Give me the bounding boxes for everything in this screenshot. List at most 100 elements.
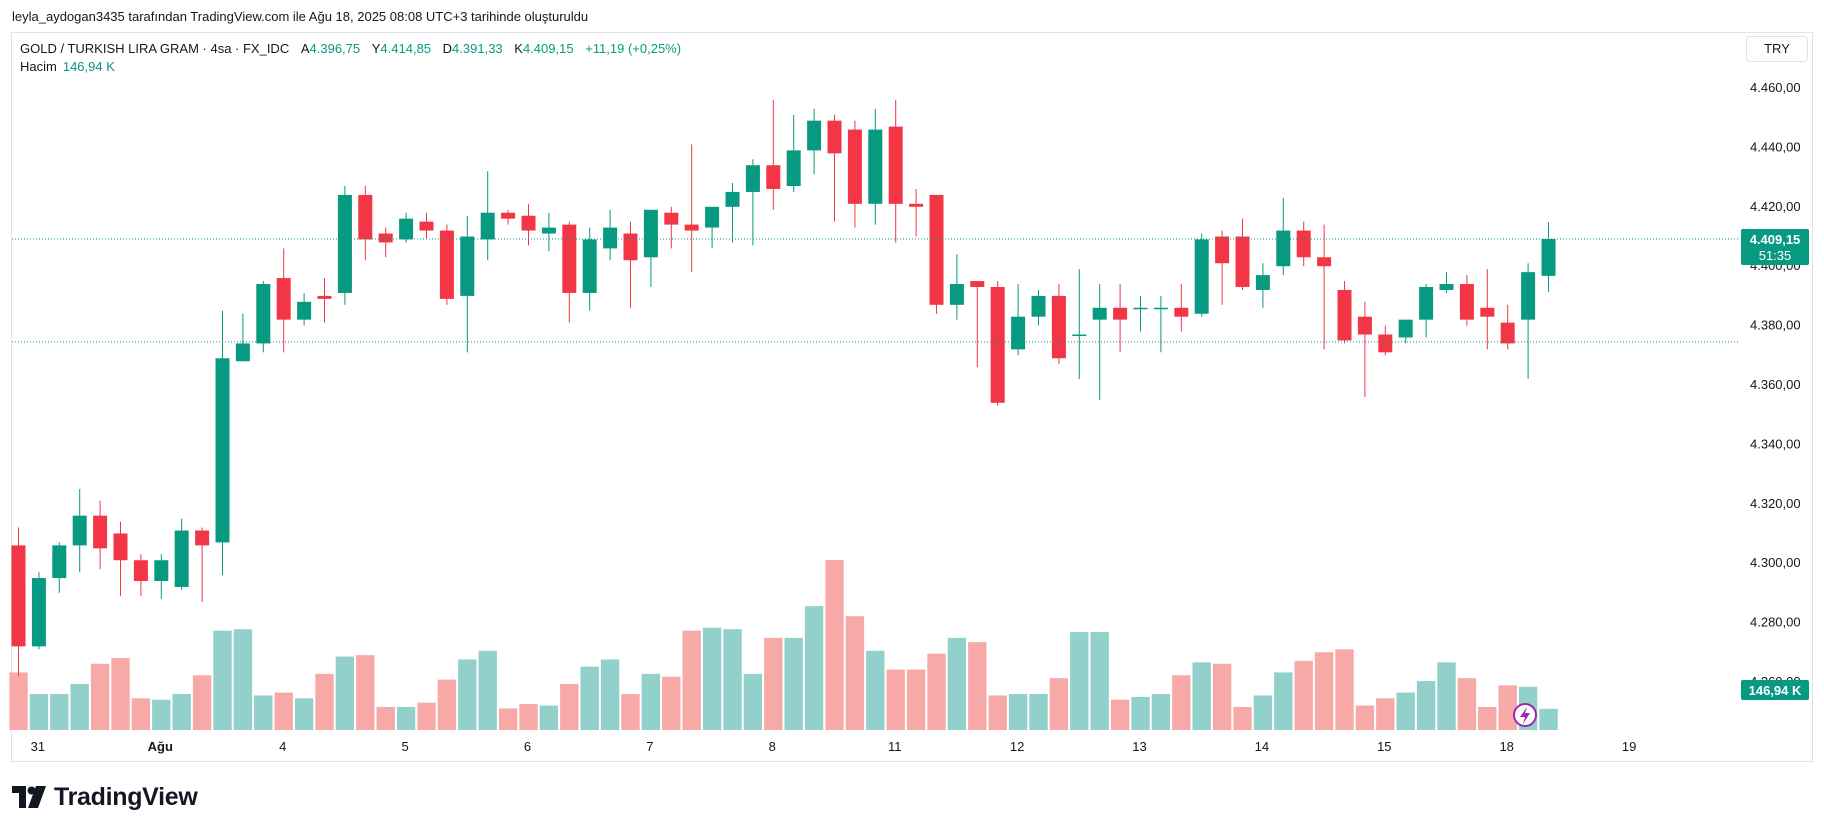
candle[interactable] <box>52 542 67 593</box>
candle[interactable] <box>399 212 414 243</box>
candle[interactable] <box>541 212 556 252</box>
candle[interactable] <box>1051 284 1066 365</box>
volume-bar <box>417 702 436 730</box>
candle[interactable] <box>705 206 720 249</box>
candle[interactable] <box>664 206 679 249</box>
candle-body <box>1378 334 1393 353</box>
currency-button[interactable]: TRY <box>1746 36 1808 62</box>
volume-bar <box>947 637 967 730</box>
candle[interactable] <box>154 554 169 599</box>
candle[interactable] <box>847 120 862 228</box>
volume-bar <box>886 669 905 730</box>
candle[interactable] <box>1092 284 1107 400</box>
candle[interactable] <box>195 527 210 602</box>
volume-bar <box>621 694 640 730</box>
candle[interactable] <box>521 203 536 246</box>
candle[interactable] <box>1011 284 1026 356</box>
candle[interactable] <box>1480 269 1495 350</box>
candle[interactable] <box>256 281 271 353</box>
candle-body <box>1092 307 1107 320</box>
candle[interactable] <box>1419 284 1434 338</box>
candle[interactable] <box>337 186 352 305</box>
candle-body <box>72 515 87 546</box>
candle[interactable] <box>1153 295 1168 353</box>
candle[interactable] <box>1072 269 1087 380</box>
candle[interactable] <box>501 209 516 225</box>
candle[interactable] <box>1337 281 1352 344</box>
candle[interactable] <box>990 281 1005 406</box>
lightning-icon[interactable] <box>1513 703 1537 727</box>
candle[interactable] <box>72 488 87 573</box>
candle[interactable] <box>929 194 944 314</box>
candle-body <box>847 129 862 204</box>
candle[interactable] <box>1459 275 1474 326</box>
candle[interactable] <box>909 188 924 237</box>
candle[interactable] <box>1276 197 1291 276</box>
candle[interactable] <box>317 278 332 323</box>
candle[interactable] <box>1521 263 1536 380</box>
candle-body <box>11 545 26 647</box>
candle[interactable] <box>1541 222 1556 292</box>
candle-body <box>195 530 210 546</box>
candle[interactable] <box>949 254 964 320</box>
volume-bar <box>968 642 987 730</box>
candle[interactable] <box>1235 218 1250 290</box>
candle[interactable] <box>235 313 250 362</box>
candle[interactable] <box>623 221 638 308</box>
volume-label[interactable]: Hacim <box>20 59 57 74</box>
candle[interactable] <box>276 248 291 353</box>
candle[interactable] <box>807 108 822 175</box>
volume-bar <box>131 698 151 730</box>
candle[interactable] <box>174 518 189 590</box>
candle[interactable] <box>93 500 108 570</box>
candle[interactable] <box>358 186 373 261</box>
candle[interactable] <box>725 183 740 243</box>
candle[interactable] <box>1194 233 1209 317</box>
candle-body <box>1235 236 1250 287</box>
candle[interactable] <box>888 99 903 243</box>
candle[interactable] <box>827 114 842 222</box>
candle[interactable] <box>113 521 128 596</box>
candle[interactable] <box>378 227 393 258</box>
candle[interactable] <box>1296 221 1311 267</box>
candle[interactable] <box>643 209 658 287</box>
candle[interactable] <box>582 227 597 311</box>
candle[interactable] <box>419 212 434 240</box>
candle[interactable] <box>1500 304 1515 350</box>
volume-bar <box>437 679 457 730</box>
candle[interactable] <box>1255 263 1270 308</box>
candle[interactable] <box>1031 289 1046 326</box>
candle[interactable] <box>11 527 26 677</box>
candle[interactable] <box>1357 301 1372 397</box>
candle[interactable] <box>603 209 618 261</box>
candle[interactable] <box>745 159 760 246</box>
candle[interactable] <box>480 171 495 261</box>
candle[interactable] <box>562 221 577 323</box>
candle[interactable] <box>970 281 985 368</box>
volume-bar <box>1192 662 1211 730</box>
candle[interactable] <box>786 114 801 192</box>
candle[interactable] <box>1174 284 1189 332</box>
candle[interactable] <box>133 554 148 596</box>
tradingview-logo[interactable]: TradingView <box>12 782 198 812</box>
candle[interactable] <box>460 215 475 353</box>
candle[interactable] <box>1133 295 1148 332</box>
candle-body <box>1194 239 1209 314</box>
symbol-title[interactable]: GOLD / TURKISH LIRA GRAM · 4sa · FX_IDC <box>20 41 290 56</box>
volume-bar <box>519 704 538 730</box>
candle[interactable] <box>31 572 46 650</box>
candle[interactable] <box>215 310 230 576</box>
candle[interactable] <box>684 144 699 273</box>
candle[interactable] <box>1113 284 1128 353</box>
candle-body <box>705 206 720 228</box>
candle[interactable] <box>1398 319 1413 344</box>
candle[interactable] <box>439 224 454 305</box>
candle[interactable] <box>1317 224 1332 350</box>
candle[interactable] <box>1215 230 1230 305</box>
candle[interactable] <box>297 292 312 326</box>
candle[interactable] <box>766 99 781 210</box>
candle[interactable] <box>868 108 883 225</box>
candle[interactable] <box>1439 272 1454 293</box>
candle[interactable] <box>1378 325 1393 356</box>
